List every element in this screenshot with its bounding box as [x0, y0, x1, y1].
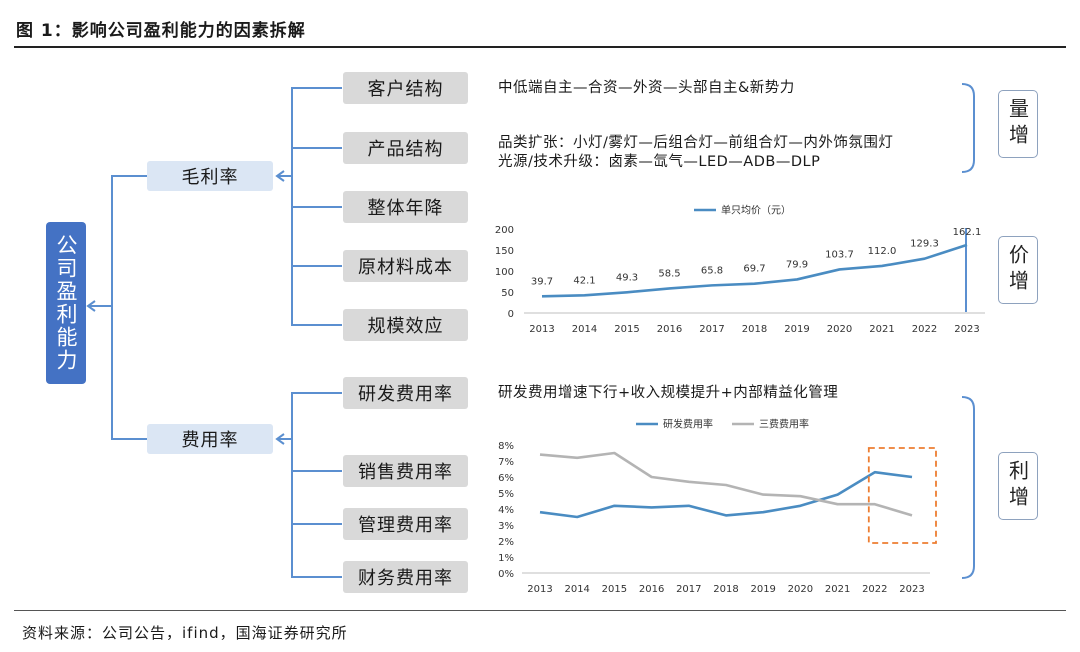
gm-arrow	[275, 170, 285, 182]
x-tick-label: 2018	[742, 324, 767, 335]
data-label: 49.3	[616, 272, 638, 283]
x-tick-label: 2015	[602, 584, 627, 595]
data-label: 58.5	[658, 268, 680, 279]
y-tick-label: 8%	[498, 441, 514, 452]
legend-label-1: 单只均价（元）	[721, 205, 791, 217]
ex-connector	[278, 392, 342, 578]
data-label: 42.1	[573, 275, 595, 286]
node-product-structure: 产品结构	[343, 132, 468, 164]
series-line-1	[539, 470, 913, 519]
y-tick-label: 5%	[498, 489, 514, 500]
node-admin-expense-ratio: 管理费用率	[343, 508, 468, 540]
x-tick-label: 2021	[825, 584, 850, 595]
node-scale-effect: 规模效应	[343, 309, 468, 341]
data-label: 129.3	[910, 239, 939, 250]
series-line-1	[541, 243, 968, 298]
root-node: 公司盈利能力	[46, 222, 86, 384]
node-finance-expense-ratio: 财务费用率	[343, 561, 468, 593]
x-tick-label: 2021	[869, 324, 894, 335]
gm-connector	[278, 87, 342, 326]
result-volume: 量增	[998, 90, 1038, 158]
node-customer-structure: 客户结构	[343, 72, 468, 104]
figure-title: 图 1：影响公司盈利能力的因素拆解	[16, 21, 306, 41]
result-price-label: 价增	[1005, 244, 1030, 296]
footer-rule	[14, 610, 1066, 611]
ex-arrow	[275, 433, 285, 445]
brace-profit	[961, 396, 975, 579]
x-tick-label: 2017	[699, 324, 724, 335]
root-arrow	[86, 300, 96, 312]
node-raw-material-cost: 原材料成本	[343, 250, 468, 282]
data-label: 65.8	[701, 265, 723, 276]
data-label: 112.0	[868, 246, 897, 257]
desc-customer: 中低端自主—合资—外资—头部自主&新势力	[498, 80, 795, 96]
x-tick-label: 2022	[912, 324, 937, 335]
y-tick-label: 4%	[498, 505, 514, 516]
node-expense-ratio: 费用率	[147, 424, 273, 454]
y-tick-label: 0	[508, 309, 514, 320]
x-tick-label: 2014	[564, 584, 589, 595]
legend-label-1: 研发费用率	[663, 418, 713, 431]
series-line-2	[539, 451, 913, 517]
x-tick-label: 2022	[862, 584, 887, 595]
y-tick-label: 1%	[498, 553, 514, 564]
title-rule	[14, 46, 1066, 48]
result-price: 价增	[998, 236, 1038, 304]
x-tick-label: 2023	[954, 324, 979, 335]
y-tick-label: 150	[495, 246, 514, 257]
x-tick-label: 2016	[639, 584, 664, 595]
result-profit: 利增	[998, 452, 1038, 520]
brace-volume	[961, 83, 975, 173]
source-note: 资料来源：公司公告，ifind，国海证券研究所	[22, 624, 348, 642]
node-gross-margin: 毛利率	[147, 161, 273, 191]
x-tick-label: 2019	[784, 324, 809, 335]
desc-product-line2: 光源/技术升级：卤素—氙气—LED—ADB—DLP	[498, 154, 821, 170]
data-label: 103.7	[825, 249, 854, 260]
node-rd-expense-ratio: 研发费用率	[343, 377, 468, 409]
y-tick-label: 0%	[498, 569, 514, 580]
x-tick-label: 2013	[529, 324, 554, 335]
desc-rd: 研发费用增速下行+收入规模提升+内部精益化管理	[498, 385, 839, 401]
x-tick-label: 2017	[676, 584, 701, 595]
y-tick-label: 6%	[498, 473, 514, 484]
result-profit-label: 利增	[1005, 460, 1030, 512]
node-sales-expense-ratio: 销售费用率	[343, 455, 468, 487]
x-tick-label: 2014	[572, 324, 597, 335]
y-tick-label: 100	[495, 267, 514, 278]
data-label: 39.7	[531, 276, 553, 287]
x-tick-label: 2023	[899, 584, 924, 595]
x-tick-label: 2020	[788, 584, 813, 595]
root-label: 公司盈利能力	[54, 234, 78, 372]
y-tick-label: 200	[495, 225, 514, 236]
data-label: 69.7	[743, 264, 765, 275]
x-tick-label: 2015	[614, 324, 639, 335]
y-tick-label: 7%	[498, 457, 514, 468]
y-tick-label: 3%	[498, 521, 514, 532]
x-tick-label: 2020	[827, 324, 852, 335]
legend-label-2: 三费费用率	[759, 418, 809, 431]
x-tick-label: 2013	[527, 584, 552, 595]
data-label: 162.1	[953, 227, 982, 238]
y-tick-label: 50	[501, 288, 514, 299]
highlight-box	[867, 447, 937, 544]
x-tick-label: 2018	[713, 584, 738, 595]
x-tick-label: 2019	[750, 584, 775, 595]
y-tick-label: 2%	[498, 537, 514, 548]
result-volume-label: 量增	[1005, 98, 1030, 150]
desc-product-line1: 品类扩张：小灯/雾灯—后组合灯—前组合灯—内外饰氛围灯	[498, 135, 894, 151]
data-label: 79.9	[786, 259, 808, 270]
x-tick-label: 2016	[657, 324, 682, 335]
node-annual-price-reduction: 整体年降	[343, 191, 468, 223]
